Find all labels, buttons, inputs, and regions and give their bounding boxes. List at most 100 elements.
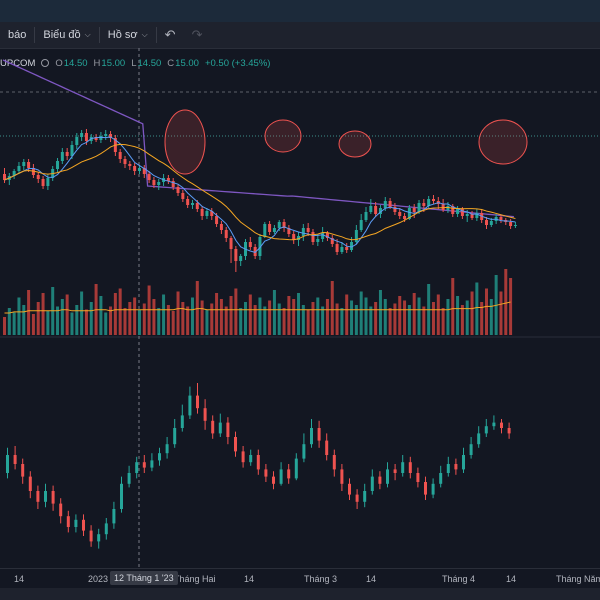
volume-bar [330, 281, 334, 335]
price-candle [12, 171, 16, 176]
volume-bar [325, 299, 329, 335]
volume-bar [80, 291, 84, 335]
lower-candle [234, 437, 237, 452]
bottom-toolbar [0, 588, 600, 600]
lower-candle [44, 491, 47, 502]
volume-bar [504, 269, 508, 335]
price-candle [248, 242, 252, 247]
time-axis-tick: Tháng 4 [442, 574, 476, 584]
price-candle [142, 168, 146, 174]
volume-bar [456, 296, 460, 335]
price-candle [301, 228, 305, 236]
lower-candle [120, 483, 123, 509]
price-candle [215, 216, 219, 224]
price-candle [200, 209, 204, 216]
time-axis-tick: 2023 [88, 574, 109, 584]
volume-bar [282, 308, 286, 335]
price-candle [403, 216, 407, 219]
volume-bar [460, 305, 464, 335]
volume-bar [244, 302, 247, 335]
price-candle [470, 214, 474, 218]
lower-candle [492, 422, 496, 427]
lower-candle [74, 519, 78, 527]
price-candle [388, 201, 392, 207]
price-candle [441, 204, 445, 210]
volume-bar [215, 293, 219, 335]
price-candle [335, 244, 339, 252]
price-candle [17, 166, 21, 171]
price-candle [350, 242, 354, 250]
lower-candle [439, 473, 443, 484]
lower-candle [287, 469, 291, 479]
price-candle [268, 224, 272, 232]
lower-candle [28, 476, 32, 491]
lower-candle [272, 476, 275, 484]
volume-bar [364, 297, 368, 335]
volume-bar [340, 308, 344, 335]
price-candle [41, 179, 45, 186]
volume-bar [17, 297, 21, 335]
crosshair-time-label: 12 Tháng 1 '23 [110, 571, 178, 585]
volume-bar [470, 291, 474, 335]
redo-icon[interactable]: ↷ [191, 27, 203, 42]
volume-bar [485, 288, 488, 335]
volume-bar [181, 302, 185, 335]
lower-candle [13, 455, 17, 464]
undo-icon[interactable]: ↶ [164, 27, 176, 42]
price-candle [157, 182, 161, 185]
volume-bar [509, 278, 513, 335]
price-candle [509, 222, 513, 226]
lower-candle [127, 473, 131, 484]
price-candle [489, 221, 493, 225]
profile-menu-button[interactable]: Hồ sơ ⌵ [100, 22, 156, 48]
lower-candle [317, 428, 321, 441]
price-candle [123, 159, 127, 164]
volume-bar [89, 302, 93, 335]
volume-bar [27, 290, 31, 335]
price-candle [22, 162, 26, 166]
price-candle [316, 239, 320, 242]
volume-bar [162, 294, 166, 335]
price-candle [137, 168, 141, 171]
price-candle [460, 209, 464, 216]
chart-toolbar: báo Biểu đồ ⌵ Hồ sơ ⌵ ↶ ↷ [0, 22, 600, 49]
lower-candle [142, 462, 146, 468]
volume-bar [210, 303, 214, 335]
price-change: +0.50 (+3.45%) [204, 57, 271, 69]
price-candle [210, 211, 214, 216]
price-candle [297, 236, 301, 240]
price-candle [186, 199, 190, 205]
price-candle [80, 133, 84, 137]
lower-candle [393, 469, 397, 473]
volume-bar [176, 291, 180, 335]
volume-bar [84, 309, 88, 335]
price-candle [190, 203, 194, 205]
time-axis-tick: 14 [14, 574, 25, 584]
volume-bar [489, 299, 493, 335]
lower-candle [211, 420, 215, 434]
price-candle [369, 206, 373, 212]
price-candle [359, 220, 363, 230]
volume-bar [297, 293, 301, 335]
volume-bar [157, 308, 161, 335]
symbol-exchange[interactable]: UPCOM [0, 57, 36, 69]
volume-bar [398, 296, 402, 335]
lower-candle [500, 422, 503, 428]
volume-bar [263, 306, 267, 335]
volume-bar [104, 312, 108, 335]
price-candle [475, 213, 479, 218]
highlight-circle [478, 119, 528, 165]
ohlc-open: O 14.50 [55, 57, 88, 69]
volume-bar [374, 302, 378, 335]
lower-candle [370, 476, 374, 491]
time-axis[interactable]: 14 2023 Tháng Hai 14 Tháng 3 14 Tháng 4 14 Tháng… [0, 568, 600, 589]
volume-bar [369, 306, 373, 335]
lower-candle [469, 444, 473, 455]
alert-button[interactable]: báo [0, 22, 34, 48]
lower-candle [218, 422, 222, 434]
volume-bar [446, 299, 450, 335]
lower-candle [279, 469, 283, 484]
price-chart-canvas[interactable] [0, 0, 600, 568]
volume-bar [195, 281, 199, 335]
chart-menu-button[interactable]: Biểu đồ ⌵ [35, 22, 98, 48]
